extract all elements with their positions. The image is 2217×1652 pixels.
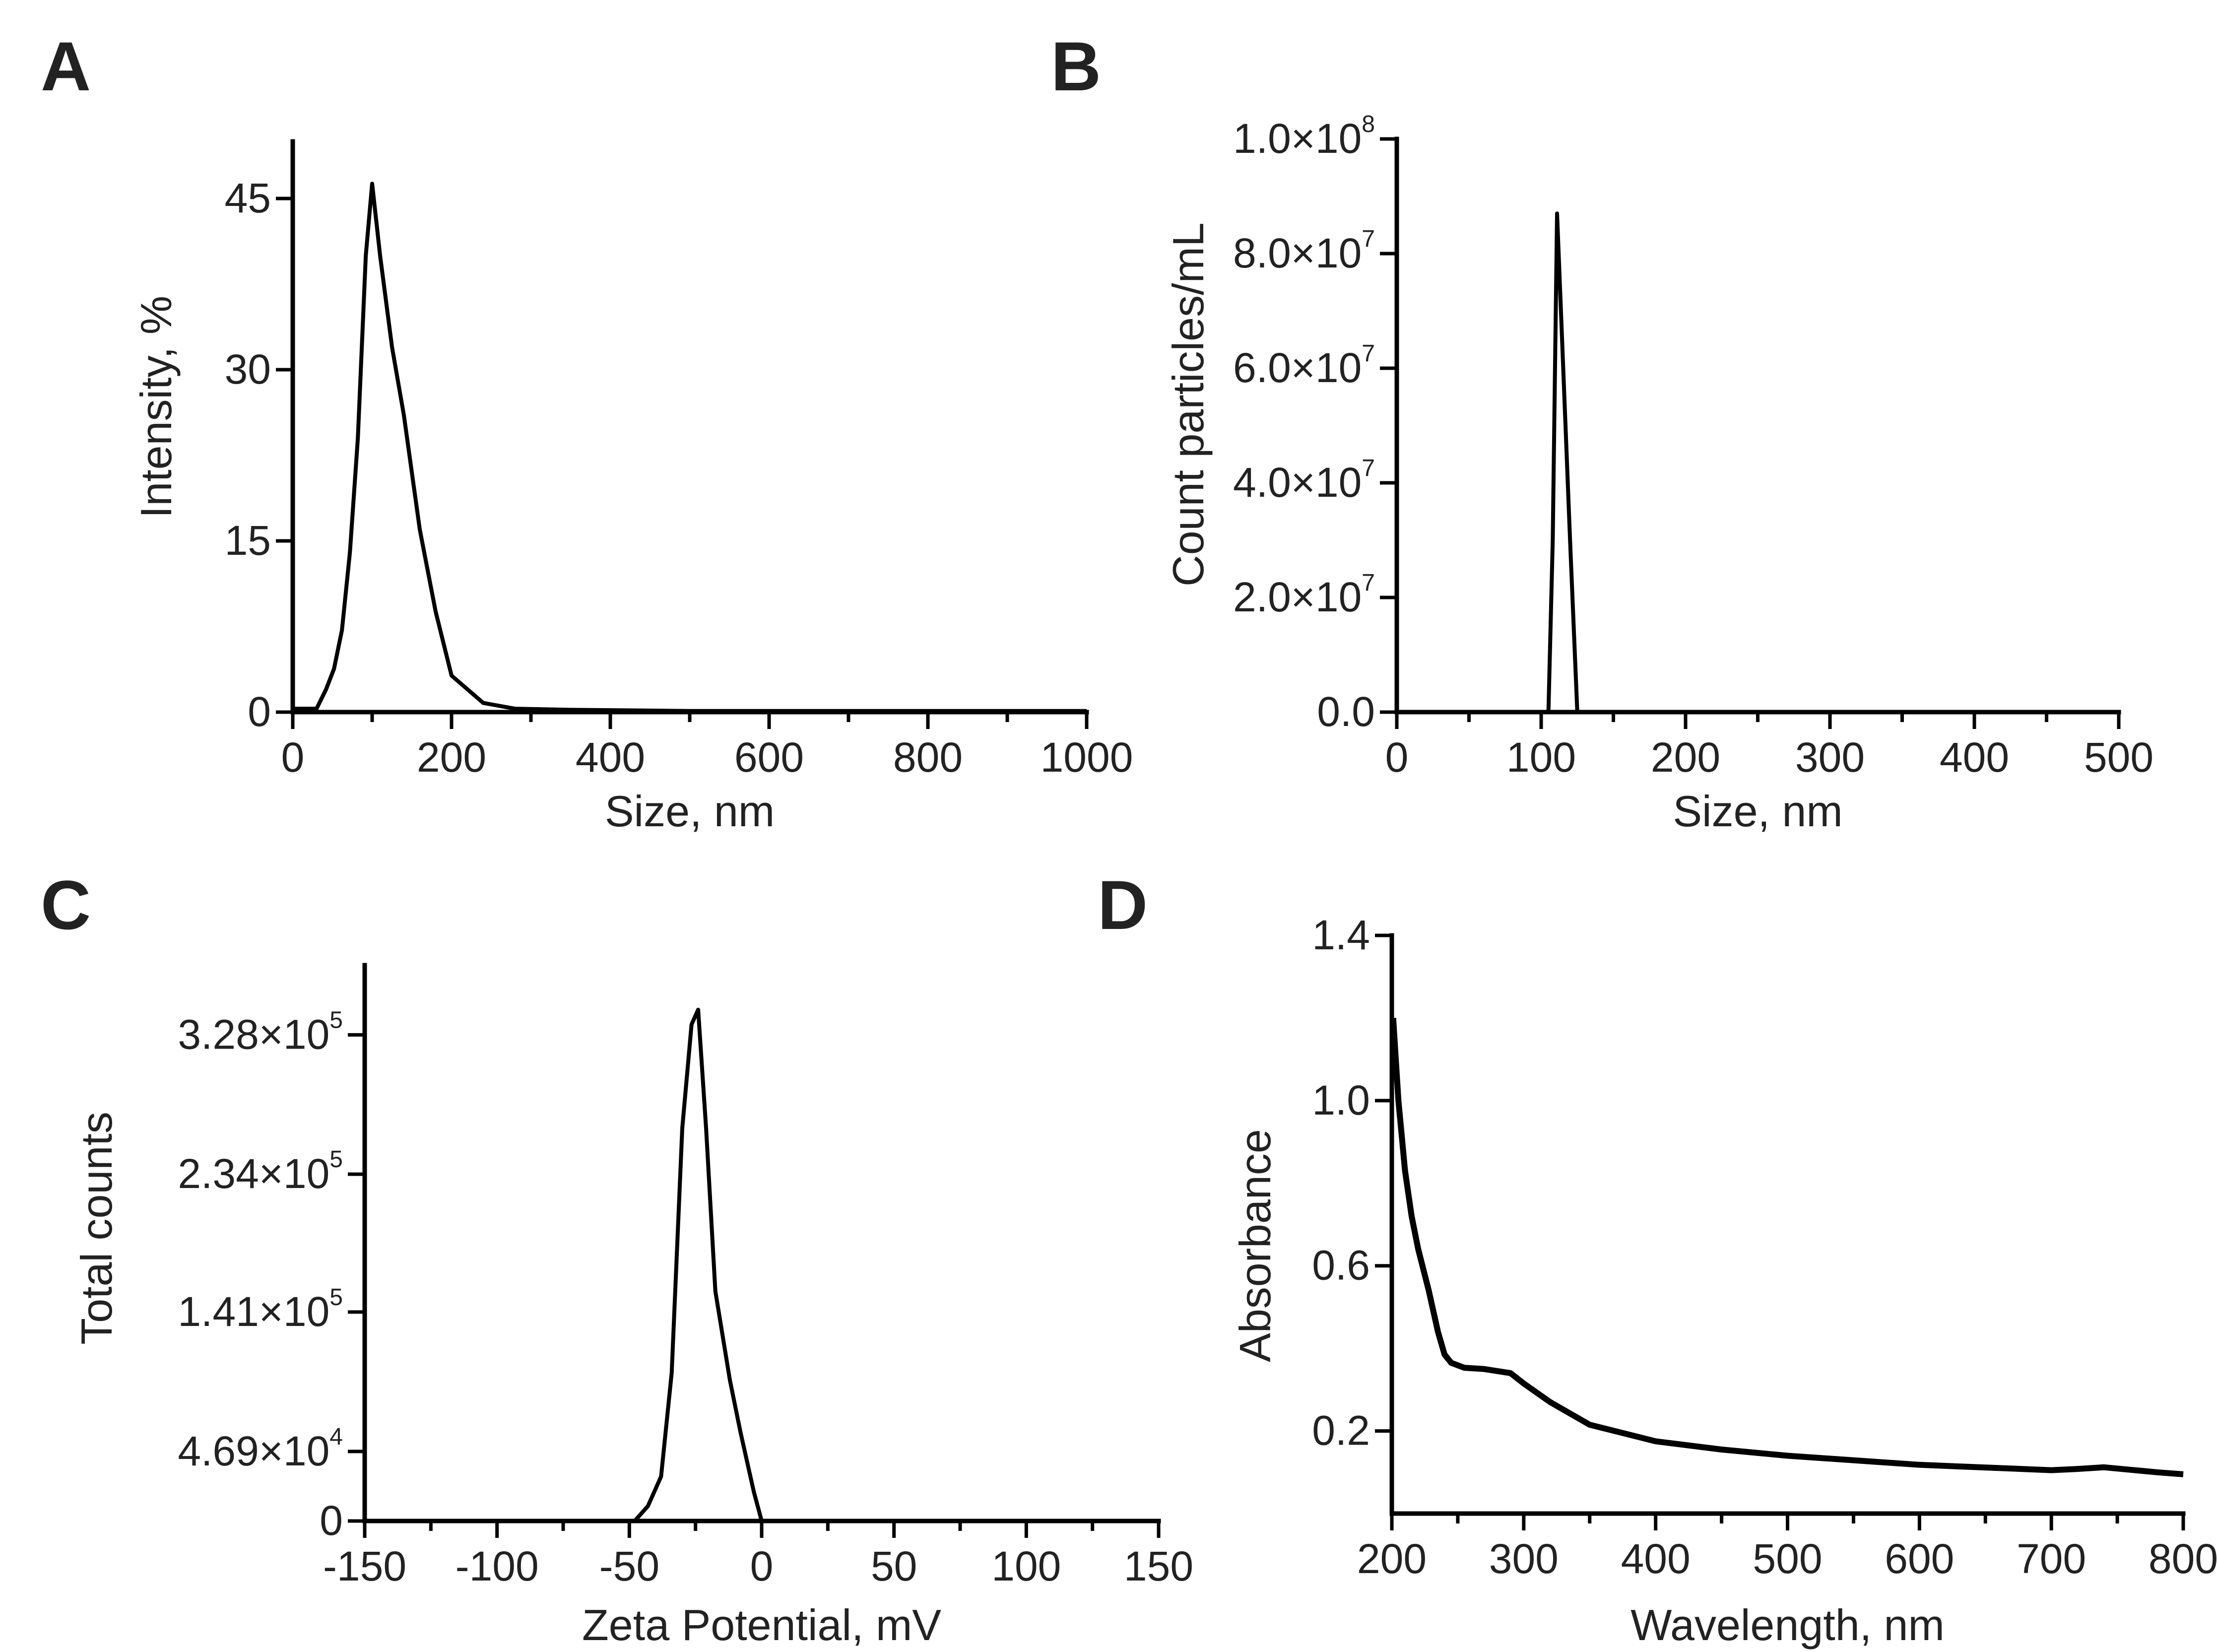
panel-b-series-count	[1397, 211, 2119, 714]
panel-a-x-tick-label: 600	[734, 734, 804, 781]
panel-c-x-axis-title: Zeta Potential, mV	[582, 1600, 941, 1650]
panel-c-y-tick-label: 3.28×105	[178, 1007, 343, 1057]
panel-d-x-tick-label: 400	[1621, 1535, 1691, 1582]
panel-b-x-tick-label: 300	[1795, 734, 1865, 781]
panel-b-y-tick-label: 1.0×108	[1233, 111, 1375, 162]
panel-b-y-tick-label: 6.0×107	[1233, 340, 1375, 391]
panel-c-x-tick-label: -100	[456, 1543, 539, 1589]
panel-letter-d: D	[1098, 866, 1148, 944]
panel-d-x-tick-label: 700	[2017, 1535, 2086, 1582]
panel-b-x-tick-label: 200	[1651, 734, 1720, 781]
panel-c-series-counts	[365, 1007, 1159, 1523]
panel-b-y-axis-title: Count particles/mL	[1164, 222, 1213, 587]
panel-a-series-intensity	[293, 182, 1087, 713]
panel-d-y-tick-label: 0.2	[1312, 1407, 1370, 1454]
panel-b-y-tick-label: 4.0×107	[1233, 455, 1375, 506]
panel-c-y-tick-label: 0	[320, 1497, 343, 1544]
panel-a-x-tick-label: 800	[893, 734, 963, 781]
panel-d-series-absorbance	[1390, 1018, 2184, 1477]
panel-c-y-tick-label: 4.69×104	[178, 1424, 343, 1474]
panel-c-y-tick-label: 1.41×105	[178, 1284, 343, 1335]
panel-b-y-tick-label: 2.0×107	[1233, 570, 1375, 620]
panel-letter-b: B	[1051, 27, 1101, 105]
panel-a-y-tick-label: 45	[225, 175, 271, 221]
panel-c-x-tick-label: 150	[1124, 1543, 1193, 1589]
panel-a-y-tick-label: 0	[248, 688, 271, 735]
panel-a-x-tick-label: 0	[281, 734, 305, 781]
panel-d-y-tick-label: 1.0	[1312, 1077, 1370, 1123]
panel-b-y-tick-label: 0.0	[1317, 688, 1375, 735]
panel-c-y-tick-label: 2.34×105	[178, 1146, 343, 1197]
panel-d-y-tick-label: 1.4	[1312, 912, 1370, 958]
panel-d-x-tick-label: 800	[2149, 1535, 2217, 1582]
panel-a-x-tick-label: 200	[417, 734, 486, 781]
panel-c-x-tick-label: -150	[323, 1543, 406, 1589]
panel-b-x-axis-title: Size, nm	[1673, 787, 1842, 836]
panel-d-x-axis-title: Wavelength, nm	[1630, 1600, 1945, 1650]
panel-b-y-tick-label: 8.0×107	[1233, 226, 1375, 276]
panel-d-x-tick-label: 500	[1753, 1535, 1822, 1582]
panel-d-y-axis-title: Absorbance	[1231, 1129, 1280, 1362]
panel-b-x-tick-label: 0	[1385, 734, 1409, 781]
panel-c-y-axis-title: Total counts	[72, 1112, 121, 1345]
panel-letter-a: A	[41, 27, 91, 105]
panel-d-x-tick-label: 200	[1357, 1535, 1427, 1582]
panel-c-zeta-chart: -150 -100 -50 0 50 100 150 0 4.69×104 1.41×105 2.3…	[72, 963, 1193, 1650]
panel-d-absorbance-chart: 200 300 400 500 600 700 800 0.2 0.6 1.0 1.4 Wavelen…	[1231, 912, 2217, 1650]
panel-a-x-tick-label: 1000	[1041, 734, 1133, 781]
panel-a-y-axis-title: Intensity, %	[131, 296, 181, 518]
panel-c-x-tick-label: 0	[750, 1543, 774, 1589]
panel-a-intensity-chart: 0 200 400 600 800 1000 0 15 30 45 Size, nm Intensit…	[131, 139, 1133, 836]
panel-a-y-tick-label: 15	[225, 517, 271, 564]
panel-c-x-tick-label: 100	[991, 1543, 1061, 1589]
panel-b-x-tick-label: 500	[2084, 734, 2153, 781]
panel-c-x-tick-label: 50	[871, 1543, 917, 1589]
panel-d-x-tick-label: 300	[1489, 1535, 1559, 1582]
panel-a-x-tick-label: 400	[576, 734, 645, 781]
panel-c-x-tick-label: -50	[599, 1543, 659, 1589]
panel-d-x-tick-label: 600	[1885, 1535, 1954, 1582]
panel-d-y-tick-label: 0.6	[1312, 1242, 1370, 1289]
panel-letter-c: C	[41, 866, 91, 944]
panel-b-count-chart: 0 100 200 300 400 500 0.0 2.0×107 4.0×107 6.0×107…	[1164, 111, 2153, 836]
panel-a-y-tick-label: 30	[225, 346, 271, 393]
panel-b-x-tick-label: 100	[1506, 734, 1576, 781]
panel-b-x-tick-label: 400	[1940, 734, 2009, 781]
panel-a-x-axis-title: Size, nm	[605, 787, 775, 836]
